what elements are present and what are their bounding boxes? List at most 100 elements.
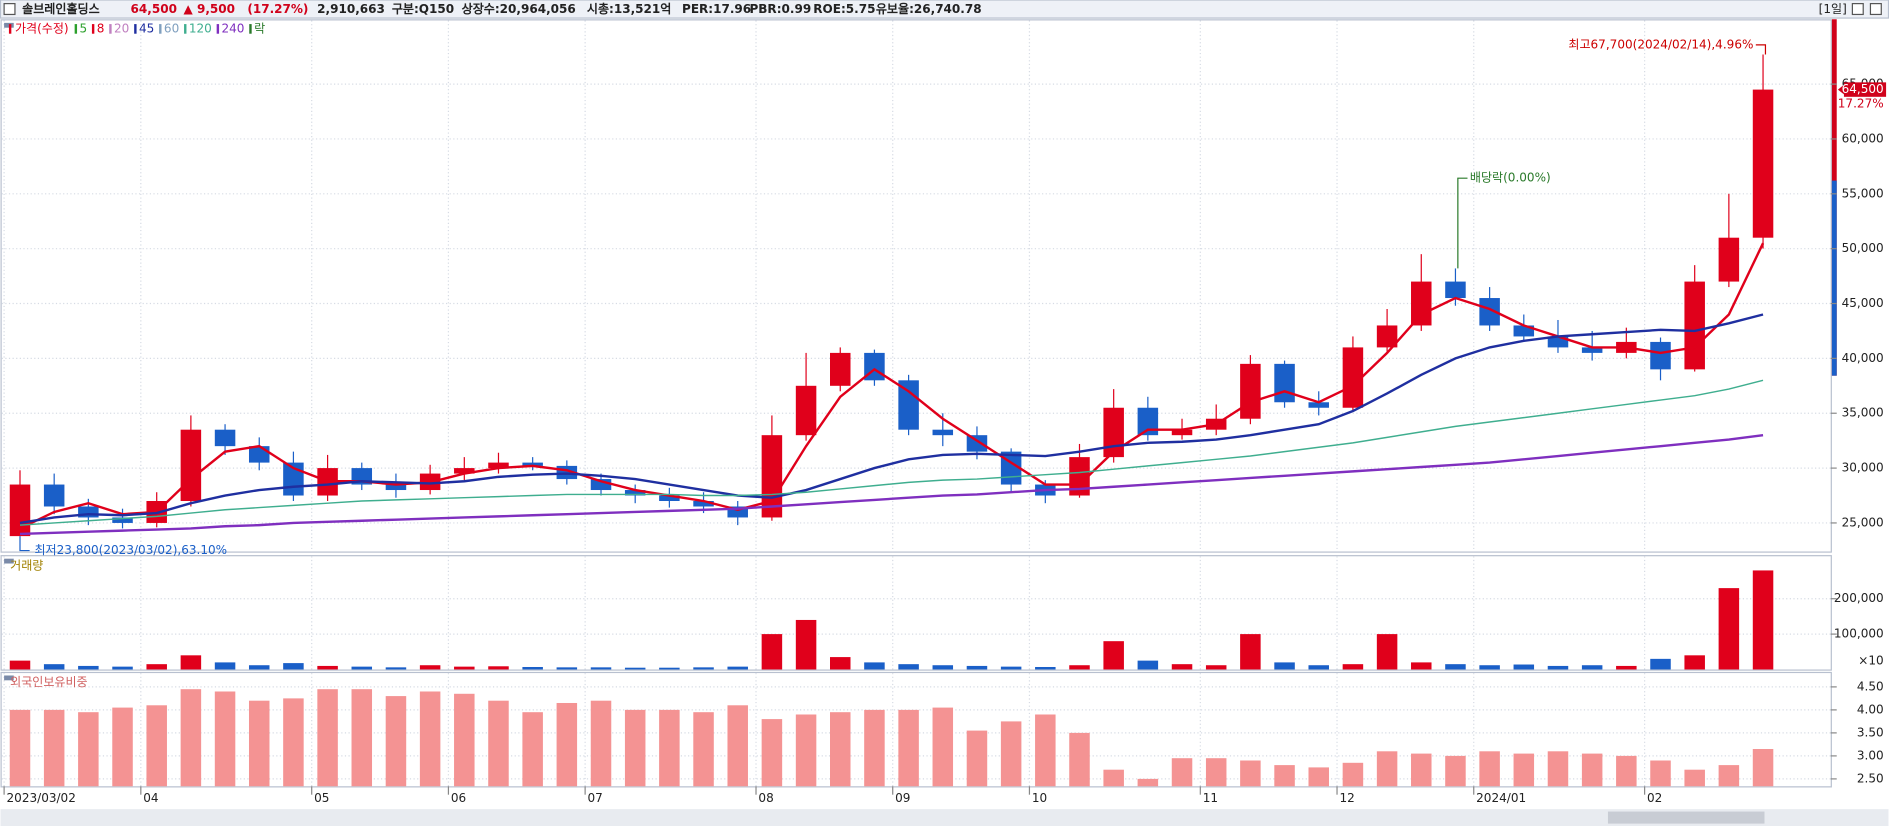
volume-bar [522, 666, 543, 670]
y-tick-label: 2.50 [1857, 771, 1884, 785]
foreign-bar [1650, 760, 1671, 787]
price-tag-pct: 17.27% [1838, 97, 1884, 111]
foreign-bar [419, 691, 441, 787]
price-panel [0, 19, 1832, 553]
y-tick-label: 4.00 [1857, 702, 1884, 716]
foreign-bar [659, 709, 680, 787]
header: 솔브레인홀딩스 64,500 ▲ 9,500 (17.27%) 2,910,66… [22, 1, 1847, 16]
volume-bar [1479, 665, 1500, 670]
foreign-bar [1718, 765, 1740, 787]
candle-body [1752, 89, 1774, 238]
foreign-bar [898, 709, 919, 787]
annotation-arrow [19, 536, 30, 552]
period[interactable]: [1일] [1819, 2, 1847, 16]
candle-body [1171, 429, 1193, 436]
candle-body [248, 446, 270, 463]
legend-label: 5 [79, 21, 87, 35]
x-tick-label: 10 [1032, 791, 1047, 805]
legend-label: 240 [221, 21, 244, 35]
y-tick-label: 35,000 [1842, 406, 1884, 420]
foreign-bar [1205, 758, 1227, 787]
y-tick-label: 3.50 [1857, 725, 1884, 739]
volume-bar [693, 667, 714, 670]
volume-bar [830, 657, 851, 670]
legend-label: 45 [139, 21, 154, 35]
candle-body [180, 429, 202, 502]
scrollbar[interactable] [0, 809, 1889, 826]
candle-body [1274, 363, 1295, 403]
volume-bar [795, 619, 817, 670]
foreign-bar [556, 702, 578, 787]
foreign-bar [693, 712, 714, 787]
foreign-bar [214, 691, 236, 787]
moving-average [19, 242, 1765, 530]
volume-bar [248, 665, 270, 670]
candle-body [1684, 281, 1705, 370]
volume-bar [1411, 662, 1432, 670]
candle-body [1445, 281, 1466, 299]
volume-bar [659, 667, 680, 670]
foreign-bar [624, 709, 646, 787]
volume-bar [727, 666, 748, 670]
volume-bar [351, 666, 373, 670]
candle-body [590, 479, 612, 491]
foreign-bar [1137, 778, 1159, 787]
volume-bar [624, 667, 646, 670]
checkbox[interactable] [3, 3, 16, 16]
volume-bar [1376, 634, 1398, 670]
candle-body [78, 506, 99, 518]
volume-bar [78, 665, 99, 670]
foreign-bar [1376, 751, 1398, 787]
foreign-bar [180, 689, 202, 787]
volume-bar [1752, 570, 1774, 670]
foreign-bar [1308, 767, 1329, 787]
candle-body [1479, 298, 1500, 326]
candle-body [1547, 336, 1569, 348]
foreign-bar [248, 700, 270, 787]
foreign-bar [522, 712, 543, 787]
scroll-thumb[interactable] [1607, 811, 1765, 824]
stock-name: 솔브레인홀딩스 [22, 1, 99, 16]
foreign-bar [1513, 753, 1535, 787]
foreign-bar [1103, 769, 1124, 787]
market: 구분:Q150 [392, 2, 454, 16]
y-tick-label: 60,000 [1842, 131, 1884, 145]
y-tick-label: 200,000 [1834, 591, 1884, 605]
x-tick-label: 2024/01 [1476, 791, 1526, 805]
foreign-bar [830, 712, 851, 787]
foreign-bar [1752, 748, 1774, 787]
foreign-bar [932, 707, 954, 787]
legend-label: 120 [189, 21, 212, 35]
window-button[interactable] [1869, 3, 1882, 16]
foreign-bar [1616, 755, 1637, 787]
volume-bar [112, 666, 133, 670]
candle-body [1137, 407, 1159, 436]
volume-bar [146, 664, 167, 670]
candle-body [522, 462, 543, 466]
x-tick-label: 06 [451, 791, 466, 805]
roe: ROE:5.75 [813, 2, 875, 16]
cap: 시총:13,521억 [587, 1, 671, 16]
moving-average [19, 313, 1764, 525]
volume-bar [1342, 664, 1364, 670]
volume-bar [1616, 665, 1637, 670]
foreign-bar [761, 719, 783, 787]
candle-body [1411, 281, 1432, 326]
volume-bar [1581, 665, 1603, 670]
x-tick-label: 05 [314, 791, 329, 805]
foreign-bar [1479, 751, 1500, 787]
window-button[interactable] [1851, 3, 1864, 16]
foreign-bar [488, 700, 509, 787]
volume-bar [1274, 662, 1295, 670]
candle-body [659, 495, 680, 502]
y-tick-label: 55,000 [1842, 186, 1884, 200]
panel-icon [4, 558, 14, 564]
foreign-bar [1342, 762, 1364, 787]
candle-body [932, 429, 954, 436]
volume-bar [488, 666, 509, 670]
candle-body [966, 435, 988, 452]
foreign-bar [78, 712, 99, 787]
change: ▲ 9,500 [184, 2, 236, 16]
range-bar [1831, 180, 1837, 376]
